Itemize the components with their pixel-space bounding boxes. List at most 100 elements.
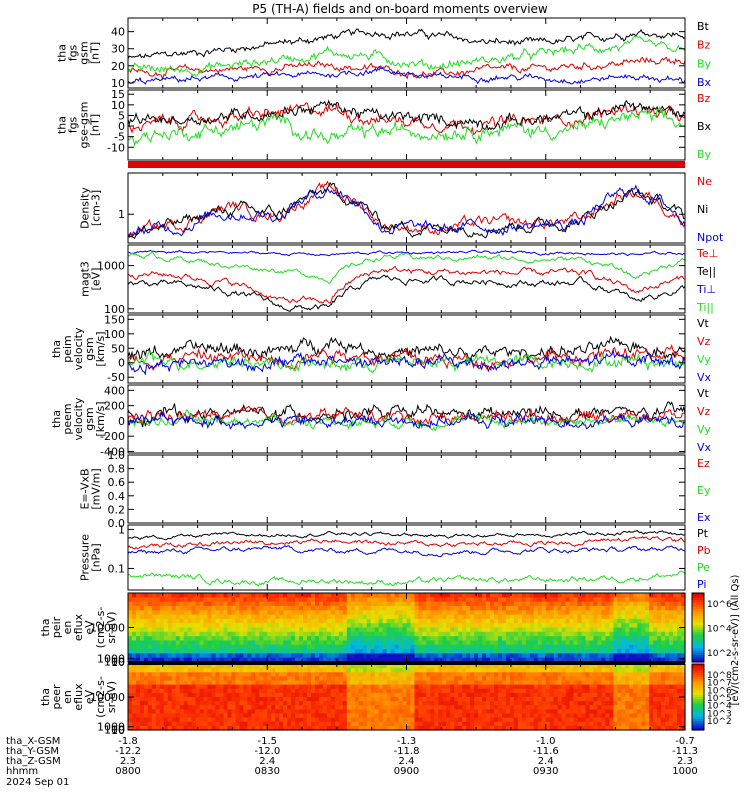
heatmap-cell: [537, 649, 543, 654]
heatmap-cell: [450, 709, 455, 715]
heatmap-cell: [446, 664, 451, 669]
heatmap-cell: [128, 601, 133, 607]
heatmap-cell: [219, 668, 225, 673]
heatmap-cell: [243, 676, 248, 682]
heatmap-cell: [645, 605, 650, 611]
heatmap-cell: [601, 593, 607, 598]
heatmap-cell: [549, 644, 555, 650]
heatmap-cell: [370, 680, 376, 686]
heatmap-cell: [155, 593, 161, 598]
heatmap-cell: [585, 623, 591, 629]
heatmap-cell: [645, 631, 650, 637]
heatmap-cell: [466, 672, 471, 677]
heatmap-cell: [418, 701, 424, 706]
heatmap-cell: [159, 701, 165, 706]
heatmap-cell: [466, 676, 471, 682]
heatmap-cell: [613, 692, 618, 698]
heatmap-cell: [259, 664, 264, 669]
heatmap-cell: [155, 697, 161, 702]
heatmap-cell: [541, 605, 547, 611]
heatmap-cell: [537, 676, 543, 682]
heatmap-cell: [155, 709, 161, 715]
heatmap-cell: [287, 649, 292, 654]
heatmap-cell: [581, 725, 587, 731]
heatmap-cell: [649, 640, 654, 646]
heatmap-cell: [486, 601, 491, 607]
heatmap-cell: [307, 649, 312, 654]
heatmap-cell: [398, 697, 404, 702]
heatmap-cell: [613, 605, 618, 611]
heatmap-cell: [342, 717, 348, 723]
heatmap-cell: [307, 697, 312, 702]
y-tick-label: 30: [111, 43, 125, 56]
heatmap-cell: [370, 627, 376, 633]
heatmap-cell: [394, 653, 400, 659]
heatmap-cell: [446, 709, 451, 715]
heatmap-cell: [307, 644, 312, 650]
heatmap-cell: [525, 688, 531, 694]
heatmap-cell: [565, 676, 571, 682]
heatmap-cell: [303, 676, 308, 682]
heatmap-cell: [589, 692, 595, 698]
heatmap-cell: [159, 725, 165, 731]
heatmap-cell: [669, 672, 674, 677]
heatmap-cell: [573, 692, 579, 698]
heatmap-cell: [673, 668, 678, 673]
heatmap-cell: [131, 713, 137, 719]
heatmap-cell: [422, 725, 427, 731]
heatmap-cell: [267, 692, 272, 698]
heatmap-cell: [665, 709, 670, 715]
heatmap-cell: [191, 644, 197, 650]
heatmap-cell: [426, 605, 431, 611]
heatmap-cell: [673, 664, 678, 669]
y-axis-label: [nT]: [89, 42, 102, 64]
heatmap-cell: [358, 649, 364, 654]
heatmap-cell: [183, 684, 189, 690]
heatmap-cell: [402, 684, 408, 690]
heatmap-cell: [498, 721, 503, 727]
heatmap-cell: [247, 713, 252, 719]
heatmap-cell: [494, 701, 499, 706]
heatmap-cell: [334, 688, 340, 694]
heatmap-cell: [203, 717, 209, 723]
heatmap-cell: [163, 623, 169, 629]
heatmap-cell: [593, 725, 599, 731]
heatmap-cell: [589, 601, 595, 607]
heatmap-cell: [283, 610, 288, 616]
heatmap-cell: [179, 631, 185, 637]
legend-entry: By: [697, 57, 712, 70]
heatmap-cell: [303, 709, 308, 715]
heatmap-cell: [422, 644, 427, 650]
heatmap-cell: [187, 614, 193, 620]
heatmap-cell: [490, 709, 495, 715]
heatmap-cell: [374, 610, 380, 616]
heatmap-cell: [163, 649, 169, 654]
heatmap-cell: [629, 623, 634, 629]
heatmap-cell: [311, 676, 316, 682]
heatmap-cell: [605, 676, 611, 682]
heatmap-cell: [207, 688, 213, 694]
heatmap-cell: [346, 684, 352, 690]
heatmap-cell: [470, 676, 475, 682]
heatmap-cell: [326, 725, 332, 731]
heatmap-cell: [617, 725, 622, 731]
heatmap-cell: [645, 676, 650, 682]
heatmap-cell: [494, 692, 499, 698]
heatmap-cell: [605, 688, 611, 694]
heatmap-cell: [585, 618, 591, 624]
heatmap-cell: [645, 627, 650, 633]
heatmap-cell: [223, 657, 229, 663]
heatmap-cell: [307, 717, 312, 723]
heatmap-cell: [430, 653, 435, 659]
heatmap-cell: [501, 636, 507, 642]
heatmap-cell: [243, 688, 248, 694]
heatmap-cell: [589, 649, 595, 654]
heatmap-cell: [645, 597, 650, 603]
heatmap-cell: [541, 631, 547, 637]
heatmap-cell: [287, 668, 292, 673]
heatmap-cell: [287, 636, 292, 642]
heatmap-cell: [147, 668, 153, 673]
heatmap-cell: [430, 697, 435, 702]
heatmap-cell: [569, 680, 575, 686]
